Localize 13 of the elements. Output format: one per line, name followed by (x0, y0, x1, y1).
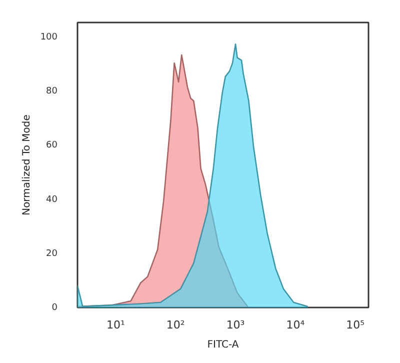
y-axis-title: Normalized To Mode (21, 114, 32, 216)
x-tick-label: 10⁴ (286, 318, 306, 332)
x-axis-title: FITC-A (207, 340, 239, 350)
x-tick-label: 10³ (226, 318, 245, 332)
x-tick-label: 10⁵ (346, 318, 365, 332)
x-tick-label: 10² (166, 318, 185, 332)
y-tick-label: 80 (46, 86, 58, 97)
y-tick-label: 40 (46, 194, 58, 205)
y-tick-label: 0 (52, 302, 58, 313)
y-tick-label: 60 (46, 140, 58, 151)
y-tick-label: 20 (46, 248, 58, 259)
x-tick-label: 10¹ (106, 318, 125, 332)
y-tick-label: 100 (40, 32, 58, 43)
